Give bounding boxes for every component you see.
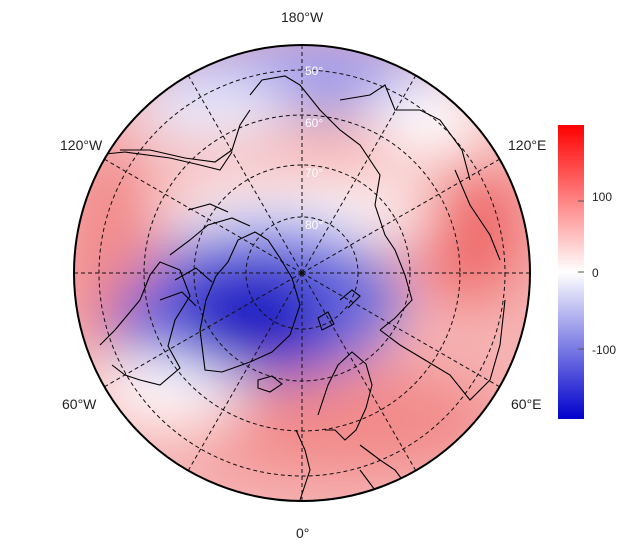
meridian-60w [103, 272, 303, 388]
colorbar-tick-100: 100 [592, 190, 613, 204]
alaska-coastline [120, 109, 251, 163]
siberia-coastline [249, 75, 413, 331]
anomaly-field [74, 45, 530, 501]
meridian-30e [301, 272, 417, 472]
latitude-label-80: 80° [305, 218, 324, 232]
russia-far-east-coastline [339, 84, 471, 181]
colorbar-ticks [578, 200, 584, 350]
longitude-label-120w: 120°W [60, 137, 103, 153]
scandinavia-coastline [317, 351, 373, 441]
colorbar-tick-0: 0 [592, 266, 599, 280]
meridian-120w [103, 158, 303, 274]
meridian-150w [187, 74, 303, 274]
asia-borders [379, 169, 506, 401]
longitude-label-60w: 60°W [62, 396, 97, 412]
iceland-coastline [257, 375, 283, 393]
greenland-coastline [199, 231, 301, 373]
colorbar-tick-minus-100: -100 [592, 343, 617, 357]
meridian-30w [187, 272, 303, 472]
meridian-150e [301, 74, 417, 274]
meridian-60e [301, 272, 501, 388]
map-border [73, 44, 531, 502]
latitude-label-60: 60° [305, 116, 324, 130]
canadian-archipelago-coastline [159, 203, 251, 307]
svalbard-coastline [317, 311, 335, 331]
longitude-label-120e: 120°E [508, 137, 547, 153]
latitude-label-50: 50° [305, 64, 324, 78]
latitude-label-70: 70° [305, 166, 324, 180]
longitude-label-0: 0° [296, 525, 310, 541]
meridian-120e [301, 158, 501, 274]
longitude-label-180w: 180°W [281, 9, 324, 25]
novaya-zemlya-coastline [339, 289, 361, 309]
longitude-label-60e: 60°E [511, 396, 542, 412]
